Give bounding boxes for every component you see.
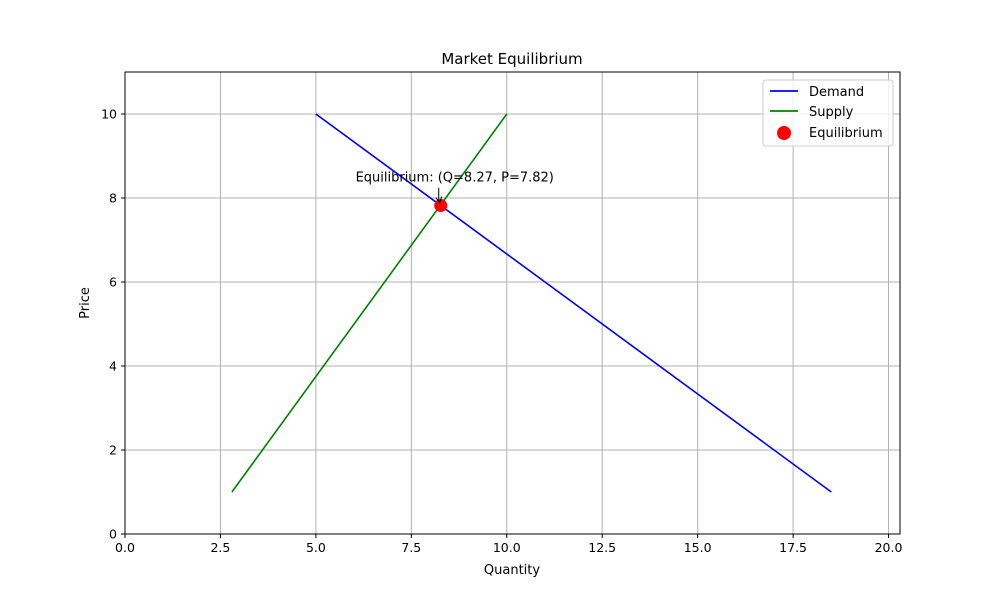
x-tick-label: 7.5 [401,540,421,555]
legend: Demand Supply Equilibrium [762,79,894,147]
x-axis-ticks: 0.0 2.5 5.0 7.5 10.0 12.5 15.0 17.5 20.0 [115,534,903,555]
legend-box [762,79,894,147]
y-tick-label: 8 [109,191,117,206]
x-tick-label: 2.5 [210,540,230,555]
plot-frame [124,71,901,535]
y-tick-label: 10 [101,107,117,122]
legend-demand-label: Demand [809,85,864,100]
y-tick-label: 6 [109,275,117,290]
y-axis-ticks: 0 2 4 6 8 10 [101,107,125,542]
x-tick-label: 10.0 [493,540,521,555]
y-axis-label: Price [78,287,93,319]
annotation-label: Equilibrium: (Q=8.27, P=7.82) [356,171,554,186]
demand-line [315,113,832,493]
chart-title: Market Equilibrium [441,50,582,68]
x-tick-label: 17.5 [779,540,807,555]
x-tick-label: 12.5 [588,540,616,555]
y-tick-label: 2 [109,443,117,458]
legend-equilibrium-label: Equilibrium [809,126,883,141]
legend-equilibrium-swatch [777,126,791,140]
annotation-arrowhead [435,196,443,204]
supply-line [231,113,508,493]
x-tick-label: 0.0 [115,540,135,555]
equilibrium-point [434,199,448,213]
x-tick-label: 5.0 [306,540,326,555]
legend-supply-label: Supply [809,105,854,120]
y-tick-label: 4 [109,359,117,374]
x-axis-label: Quantity [484,563,540,578]
x-tick-label: 15.0 [684,540,712,555]
x-tick-label: 20.0 [875,540,903,555]
annotation: Equilibrium: (Q=8.27, P=7.82) [356,171,554,213]
y-tick-label: 0 [109,527,117,542]
plot-series [231,113,832,493]
